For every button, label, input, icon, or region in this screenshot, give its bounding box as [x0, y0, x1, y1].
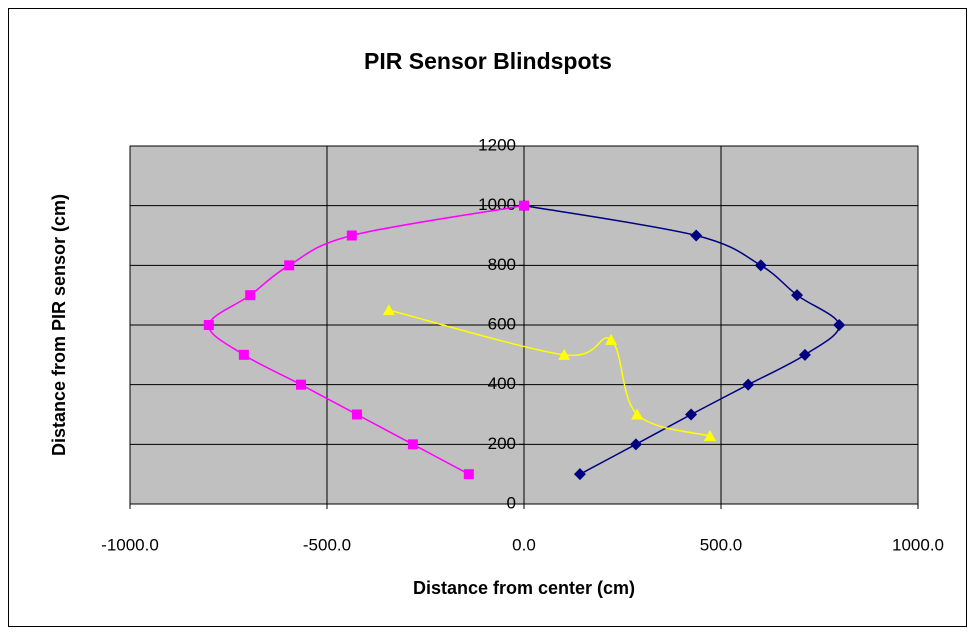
marker: [463, 469, 474, 480]
marker: [519, 200, 529, 211]
y-tick-label: 400: [488, 374, 516, 393]
marker: [833, 319, 846, 331]
marker: [351, 409, 362, 420]
y-tick-label: 1200: [478, 135, 516, 154]
x-tick-label: 1000.0: [892, 535, 944, 554]
marker: [629, 438, 642, 451]
marker: [407, 439, 418, 450]
marker: [203, 320, 214, 330]
x-axis-title: Distance from center (cm): [413, 578, 635, 598]
marker: [754, 259, 767, 272]
y-tick-label: 0: [507, 493, 516, 512]
series-line: [388, 309, 711, 437]
marker: [703, 429, 716, 441]
marker: [742, 378, 755, 391]
marker: [685, 408, 698, 421]
marker: [690, 229, 703, 242]
marker: [558, 348, 571, 360]
y-axis-title: Distance from PIR sensor (cm): [49, 194, 69, 456]
marker: [631, 408, 644, 420]
chart-title: PIR Sensor Blindspots: [364, 48, 612, 74]
marker: [245, 290, 256, 301]
x-tick-label: 500.0: [700, 535, 743, 554]
y-tick-label: 800: [488, 255, 516, 274]
marker: [295, 379, 306, 390]
x-tick-label: 0.0: [512, 535, 536, 554]
marker: [284, 260, 295, 271]
marker: [346, 230, 357, 241]
y-tick-label: 600: [488, 314, 516, 333]
marker: [382, 304, 395, 316]
y-tick-label: 1000: [478, 195, 516, 214]
x-tick-label: -500.0: [303, 535, 351, 554]
marker: [605, 333, 618, 345]
x-tick-label: -1000.0: [101, 535, 159, 554]
marker: [791, 289, 804, 302]
marker: [573, 468, 586, 481]
marker: [798, 348, 811, 361]
y-tick-label: 200: [488, 434, 516, 453]
marker: [238, 349, 249, 360]
